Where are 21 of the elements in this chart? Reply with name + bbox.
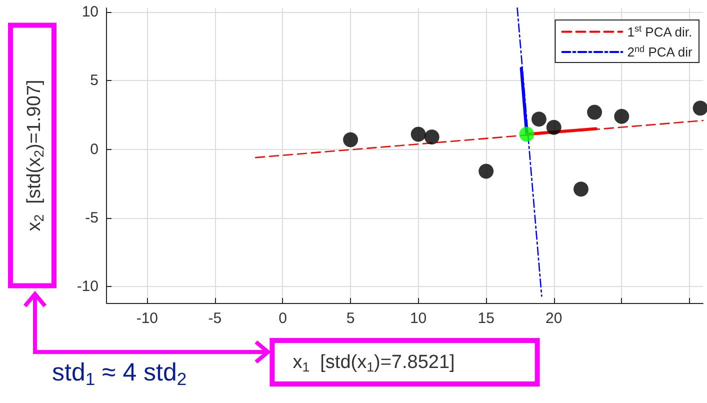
- point: [343, 132, 358, 148]
- point: [519, 126, 534, 142]
- point: [614, 108, 630, 124]
- point: [531, 112, 546, 127]
- x-tick-label: 15: [478, 310, 494, 327]
- x-tick-label: 10: [410, 310, 427, 327]
- point: [546, 120, 562, 135]
- y-tick-label: 0: [90, 140, 98, 158]
- point: [424, 129, 440, 144]
- point: [410, 126, 426, 142]
- x-tick-label: 5: [346, 310, 355, 327]
- y-tick-label: 10: [82, 4, 98, 21]
- y-tick-label: -5: [85, 209, 98, 226]
- point: [587, 104, 602, 120]
- y-tick-label: 5: [90, 72, 98, 90]
- point: [478, 164, 494, 179]
- x-tick-label: 20: [546, 310, 562, 327]
- point: [692, 100, 707, 116]
- x-tick-label: 0: [278, 310, 287, 327]
- point: [574, 182, 588, 197]
- y-axis-title: x2 [std(x2)=1.907]: [24, 80, 46, 232]
